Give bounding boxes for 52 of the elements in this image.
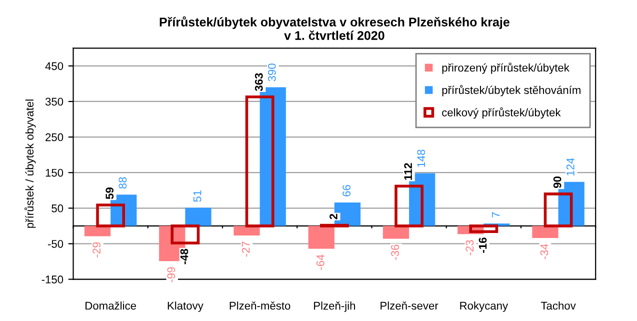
y-tick-label: 350 [45, 98, 64, 106]
x-tick-label: Klatovy [168, 301, 204, 312]
chart-title: Přírůstek/úbytek obyvatelstva v okresech Plzeňského kraje v 1. čtvrtletí 2020 [160, 16, 510, 40]
bar [185, 208, 212, 226]
bar [382, 226, 410, 239]
data-label: -34 [540, 244, 548, 260]
y-tick-label: 150 [46, 168, 64, 177]
bar [170, 224, 200, 244]
data-label: 2 [330, 214, 338, 220]
y-tick-label: -150 [42, 276, 64, 284]
data-label: 363 [254, 73, 263, 92]
x-tick-label: Tachov [540, 301, 576, 310]
data-label: 90 [553, 176, 562, 188]
legend-label: celkový přírůstek/úbytek [442, 107, 561, 119]
data-label: -27 [242, 242, 250, 257]
data-label: 390 [268, 64, 276, 82]
data-label: -23 [466, 240, 474, 256]
data-label: -64 [316, 254, 324, 270]
bar [308, 226, 334, 249]
data-label: -48 [180, 248, 188, 264]
bar [320, 224, 349, 228]
data-label: 59 [106, 187, 114, 200]
data-label: 7 [492, 212, 500, 218]
bar [394, 184, 424, 228]
bar [544, 192, 573, 228]
data-label: 66 [342, 185, 350, 196]
bar [469, 224, 498, 234]
bar [245, 95, 274, 228]
x-tick-label: Plzeň-město [230, 301, 290, 310]
data-label: 88 [118, 177, 127, 189]
data-label: -16 [478, 238, 487, 253]
bar [234, 226, 260, 236]
data-label: 51 [193, 190, 202, 202]
legend-label: přirozený přírůstek/úbytek [442, 62, 570, 74]
data-label: 148 [417, 150, 426, 167]
y-tick-label: -50 [48, 240, 64, 248]
x-tick-label: Plzeň-sever [380, 301, 438, 310]
x-tick-label: Domažlice [86, 301, 136, 310]
bar [96, 204, 126, 228]
data-label: -29 [92, 242, 100, 258]
y-axis-title: přírůstek / úbytek obyvatel [24, 100, 36, 228]
data-label: 112 [404, 163, 412, 180]
y-tick-label: 250 [46, 133, 64, 142]
bar [532, 226, 558, 238]
data-label: -36 [391, 244, 399, 260]
data-label: -99 [167, 267, 176, 282]
x-tick-label: Rokycany [460, 301, 508, 312]
data-label: 124 [566, 158, 574, 176]
y-tick-label: 50 [52, 204, 64, 212]
x-tick-label: Plzeň-jih [314, 301, 356, 312]
legend-label: přírůstek/úbytek stěhováním [442, 84, 580, 96]
y-tick-label: 450 [45, 62, 64, 70]
